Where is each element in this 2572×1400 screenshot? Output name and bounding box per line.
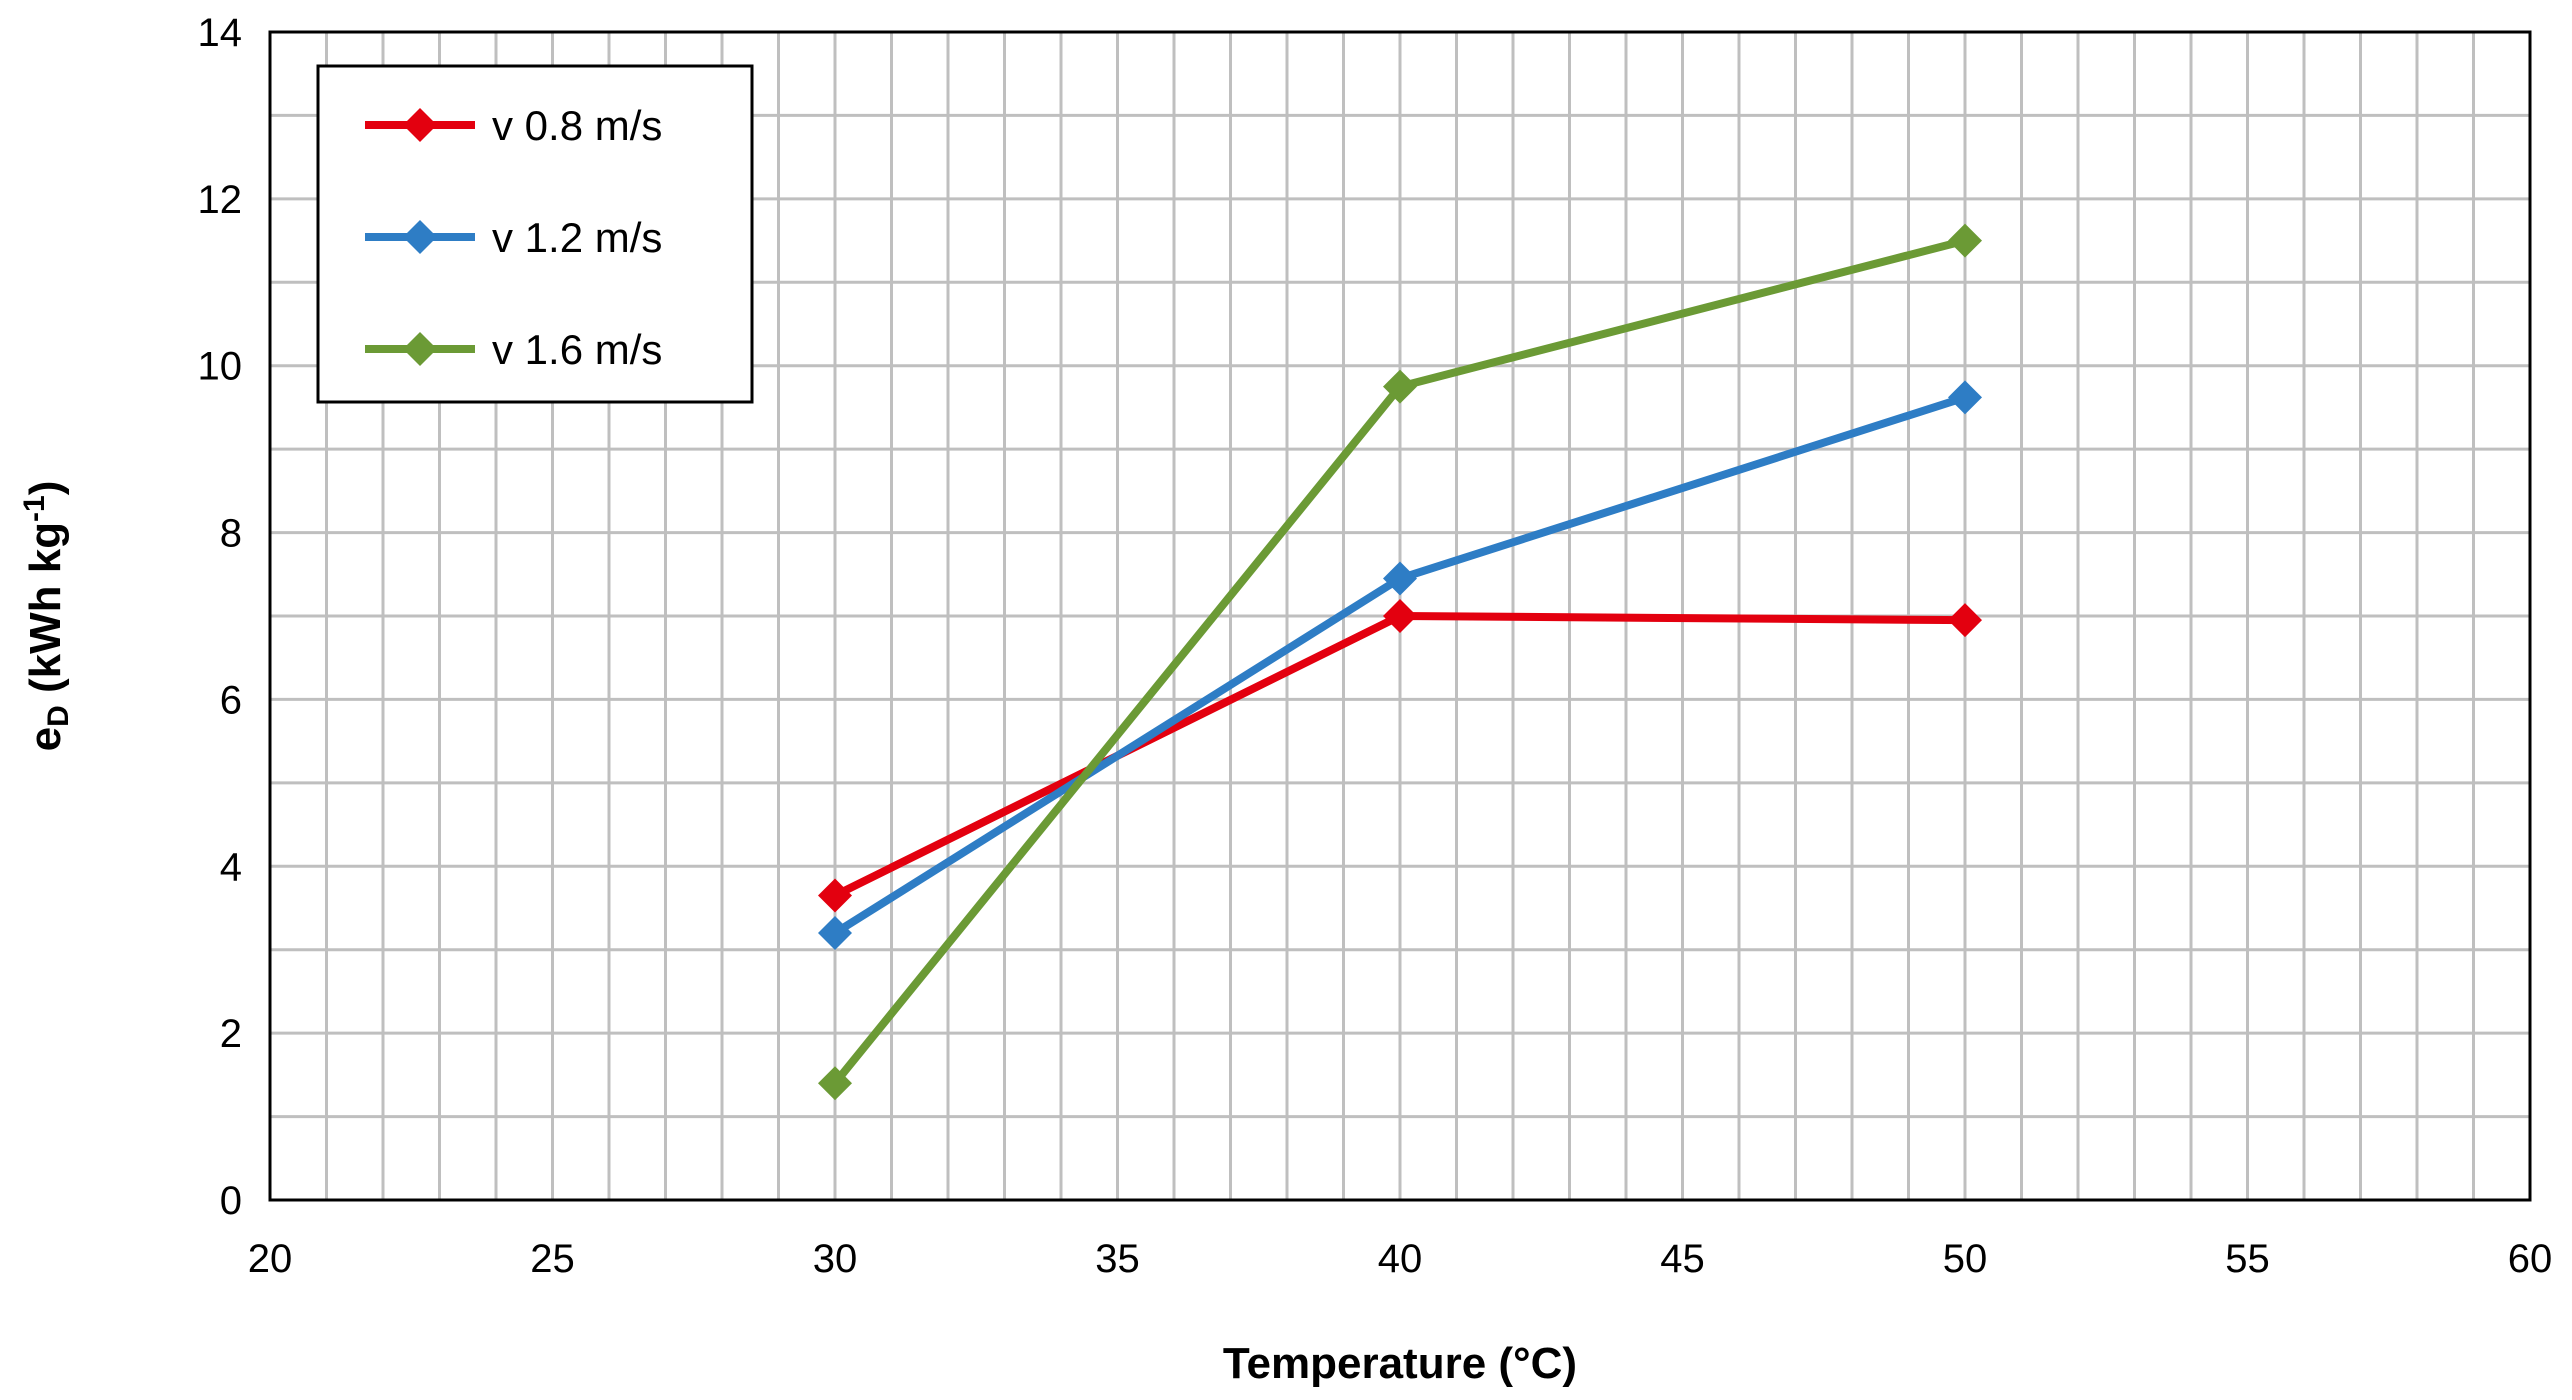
y-tick-label: 2 [220,1012,242,1056]
legend-item: v 1.2 m/s [365,214,662,261]
plot-area-frame [268,30,2532,1202]
legend-label: v 0.8 m/s [492,102,662,149]
x-tick-label: 60 [2508,1237,2553,1281]
y-tick-label: 4 [220,845,242,889]
series-v-0-8-m-s [818,599,1982,913]
x-tick-label: 30 [813,1237,858,1281]
y-tick-label: 6 [220,678,242,722]
tick-labels: 20 25 30 35 40 45 50 55 60 0 2 4 6 8 10 12 14 [198,11,2553,1281]
series-layer [818,223,1982,1101]
data-point [1948,380,1982,415]
legend-label: v 1.6 m/s [492,326,662,373]
x-tick-label: 50 [1943,1237,1988,1281]
data-point [818,1066,852,1101]
data-point [1383,561,1417,596]
legend-item: v 0.8 m/s [365,102,662,149]
x-axis-title: Temperature (°C) [1223,1339,1577,1388]
y-axis-title-end: ) [21,481,70,496]
y-tick-label: 0 [220,1179,242,1223]
x-tick-label: 25 [530,1237,575,1281]
x-tick-label: 45 [1660,1237,1705,1281]
x-tick-label: 35 [1095,1237,1140,1281]
x-tick-label: 55 [2225,1237,2270,1281]
data-point [818,878,852,913]
data-point [818,916,852,951]
y-axis-title-superscript: -1 [18,495,51,522]
data-point [1383,599,1417,633]
series-v-1-2-m-s [818,380,1982,951]
y-tick-label: 10 [198,345,243,389]
y-axis-title-middle: (kWh kg [21,522,70,705]
legend-swatch-marker [403,220,437,254]
legend-label: v 1.2 m/s [492,214,662,261]
x-tick-label: 20 [248,1237,293,1281]
data-point [1383,369,1417,404]
y-axis-title: eD (kWh kg-1) [18,481,75,752]
legend-item: v 1.6 m/s [365,326,662,373]
series-v-1-6-m-s [818,223,1982,1101]
legend-swatch-marker [403,108,437,142]
data-point [1948,223,1982,258]
y-axis-title-subscript: D [42,705,75,727]
legend: v 0.8 m/s v 1.2 m/s v 1.6 m/s [316,64,754,404]
y-tick-label: 12 [198,178,243,222]
y-tick-label: 14 [198,11,243,55]
y-tick-label: 8 [220,512,242,556]
data-point [1948,603,1982,638]
x-tick-label: 40 [1378,1237,1423,1281]
legend-swatch-marker [403,332,437,366]
y-axis-title-base: e [21,727,70,751]
